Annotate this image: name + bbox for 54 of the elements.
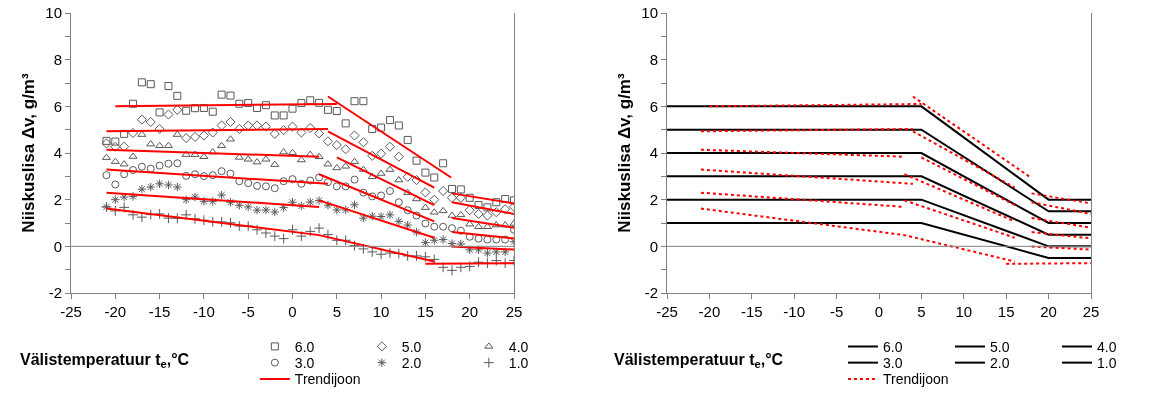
x-axis-title: Välistemperatuur t$_{e}$,°C	[20, 351, 190, 371]
x-tick-label: 0	[288, 303, 297, 320]
legend-label: 5.0	[401, 338, 422, 355]
legend-label: 5.0	[989, 338, 1010, 355]
y-tick-label: 8	[53, 50, 62, 68]
legend-label: 1.0	[1096, 355, 1117, 372]
x-tick-label: -20	[698, 303, 721, 320]
legend-label: 1.0	[508, 355, 529, 372]
x-tick-label: 25	[1082, 303, 1100, 320]
y-tick-label: 4	[649, 144, 658, 162]
legend-label: 3.0	[294, 355, 315, 372]
y-tick-label: 10	[45, 4, 62, 22]
x-tick-label: -25	[656, 303, 678, 320]
x-tick-label: -25	[60, 303, 82, 320]
x-tick-label: 10	[372, 303, 390, 320]
y-tick-label: 2	[649, 190, 658, 208]
y-tick-label: 6	[649, 97, 658, 115]
x-tick-label: 15	[997, 303, 1015, 320]
y-tick-label: 2	[53, 190, 62, 208]
y-tick-label: 6	[53, 97, 62, 115]
x-tick-label: 10	[955, 303, 973, 320]
legend-label: 6.0	[294, 338, 315, 355]
legend-label: 2.0	[989, 355, 1010, 372]
legend-label: 4.0	[1096, 338, 1117, 355]
y-tick-label: 10	[641, 4, 658, 22]
x-tick-label: 5	[332, 303, 341, 320]
y-tick-label: -2	[644, 284, 658, 302]
x-tick-label: -20	[104, 303, 127, 320]
x-tick-label: 20	[1040, 303, 1057, 320]
x-tick-label: 20	[461, 303, 479, 320]
x-axis-title: Välistemperatuur t$_{e}$,°C	[614, 351, 784, 371]
x-tick-label: 5	[917, 303, 926, 320]
x-tick-label: -15	[148, 303, 171, 320]
x-tick-label: -10	[193, 303, 215, 320]
y-tick-label: -2	[48, 284, 62, 302]
y-axis-title: Niiskuslisa Δv, g/m³	[614, 73, 634, 233]
x-tick-label: -5	[829, 303, 844, 320]
y-tick-label: 8	[649, 50, 658, 68]
legend-label: 4.0	[508, 338, 529, 355]
legend-label: Trendijoon	[882, 371, 949, 388]
x-tick-label: 25	[505, 303, 523, 320]
x-tick-label: -10	[783, 303, 806, 320]
legend-label: 2.0	[401, 355, 422, 372]
x-tick-label: -15	[740, 303, 763, 320]
x-tick-label: 0	[874, 303, 884, 320]
y-tick-label: 4	[53, 144, 62, 162]
y-axis-title: Niiskuslisa Δv, g/m³	[18, 73, 38, 233]
x-tick-label: 15	[417, 303, 434, 320]
y-tick-label: 0	[649, 237, 658, 255]
legend-label: 6.0	[882, 338, 903, 355]
legend-label: Trendijoon	[294, 371, 361, 388]
legend-label: 3.0	[882, 355, 903, 372]
x-tick-label: -5	[241, 303, 255, 320]
y-tick-label: 0	[53, 237, 62, 255]
